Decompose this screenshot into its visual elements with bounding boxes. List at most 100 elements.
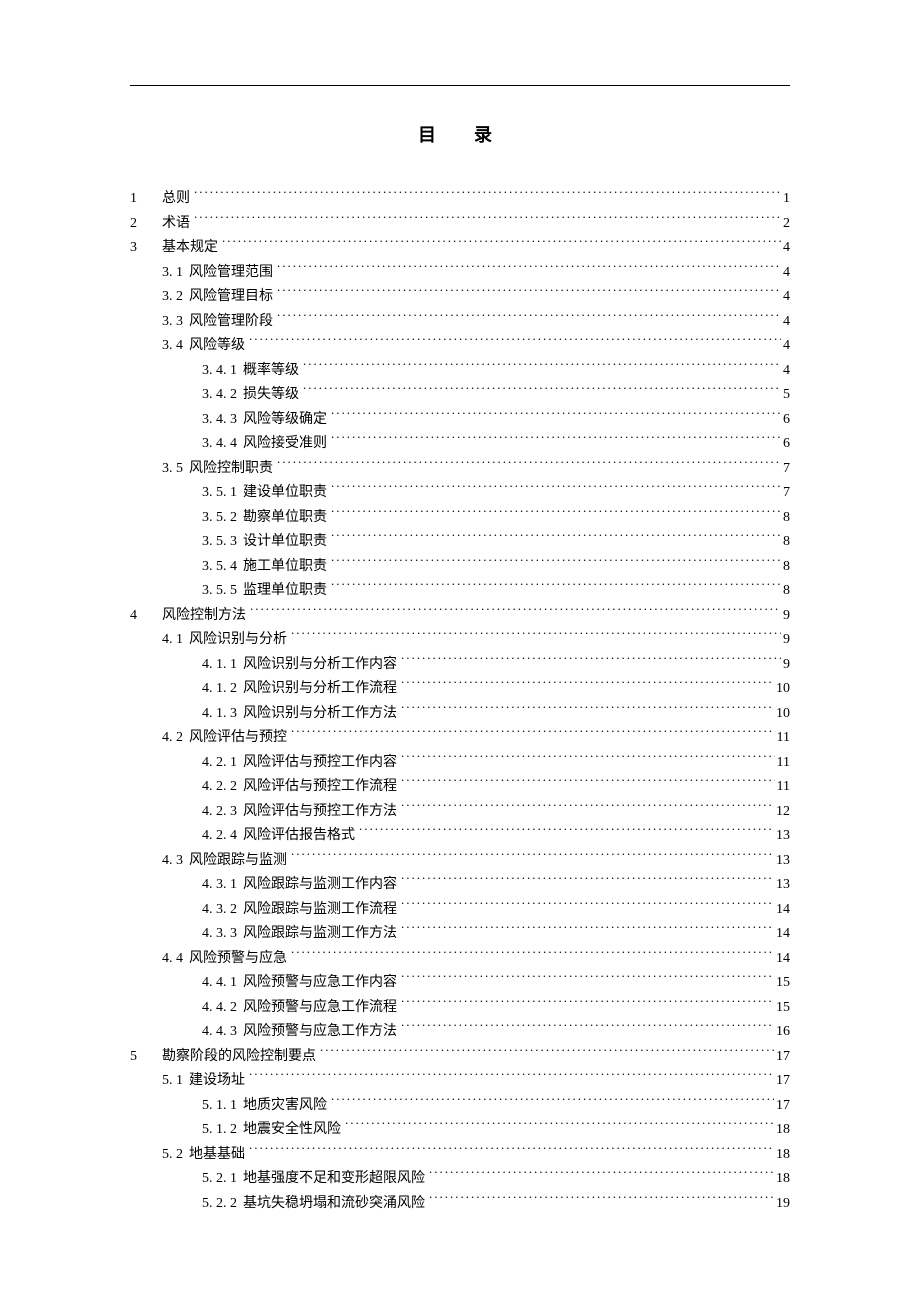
toc-entry-label: 4. 4. 3风险预警与应急工作方法 (202, 1020, 401, 1045)
toc-entry-label: 5. 2. 1地基强度不足和变形超限风险 (202, 1167, 429, 1192)
toc-entry: 3. 2风险管理目标4 (130, 285, 790, 310)
toc-leader-dots (401, 874, 774, 888)
toc-section-num: 4. 4. 3 (202, 1020, 243, 1045)
toc-entry-label: 基本规定 (162, 236, 222, 261)
toc-section-num: 4. 1. 3 (202, 702, 243, 727)
toc-entry-label: 4. 3. 2风险跟踪与监测工作流程 (202, 898, 401, 923)
toc-leader-dots (401, 899, 774, 913)
toc-section-num: 4. 2. 2 (202, 775, 243, 800)
toc-section-num: 5. 2. 2 (202, 1192, 243, 1217)
toc-page-num: 4 (781, 285, 790, 310)
toc-entry: 3. 4. 1概率等级4 (130, 359, 790, 384)
toc-page-num: 8 (781, 506, 790, 531)
toc-leader-dots (359, 825, 774, 839)
toc-page-num: 8 (781, 579, 790, 604)
toc-leader-dots (291, 727, 775, 741)
toc-page-num: 17 (774, 1094, 790, 1119)
toc-section-num: 3. 5. 2 (202, 506, 243, 531)
toc-entry-text: 风险评估与预控工作方法 (243, 804, 397, 819)
toc-section-num: 4. 3. 1 (202, 873, 243, 898)
toc-entry-label: 勘察阶段的风险控制要点 (162, 1045, 320, 1070)
toc-entry-label: 3. 4. 2损失等级 (202, 383, 303, 408)
toc-entry-label: 4. 4风险预警与应急 (162, 947, 291, 972)
toc-section-num: 4. 4. 2 (202, 996, 243, 1021)
toc-section-num: 3. 4. 4 (202, 432, 243, 457)
toc-entry: 3. 3风险管理阶段4 (130, 310, 790, 335)
toc-entry-label: 3. 4. 3风险等级确定 (202, 408, 331, 433)
toc-section-num: 3. 5. 4 (202, 555, 243, 580)
toc-page-num: 14 (774, 947, 790, 972)
toc-entry: 3. 4风险等级4 (130, 334, 790, 359)
toc-page-num: 6 (781, 432, 790, 457)
toc-leader-dots (194, 188, 781, 202)
toc-page-num: 8 (781, 530, 790, 555)
toc-entry: 4. 1风险识别与分析 9 (130, 628, 790, 653)
toc-page-num: 17 (774, 1045, 790, 1070)
toc-leader-dots (277, 286, 781, 300)
toc-leader-dots (401, 1021, 774, 1035)
toc-entry-text: 风险评估与预控工作流程 (243, 779, 397, 794)
toc-section-num: 4. 2. 4 (202, 824, 243, 849)
toc-page-num: 9 (781, 628, 790, 653)
toc-entry: 5. 2. 2基坑失稳坍塌和流砂突涌风险19 (130, 1192, 790, 1217)
toc-section-num: 5. 2. 1 (202, 1167, 243, 1192)
toc-section-num: 3. 5. 3 (202, 530, 243, 555)
toc-entry-label: 3. 5. 4施工单位职责 (202, 555, 331, 580)
toc-entry: 3. 4. 2损失等级 5 (130, 383, 790, 408)
toc-leader-dots (401, 972, 774, 986)
toc-entry-label: 3. 5. 3设计单位职责 (202, 530, 331, 555)
toc-chapter-num: 3 (130, 236, 162, 261)
toc-section-num: 4. 1. 2 (202, 677, 243, 702)
toc-leader-dots (291, 948, 774, 962)
toc-leader-dots (401, 678, 774, 692)
toc-page-num: 1 (781, 187, 790, 212)
toc-leader-dots (429, 1193, 774, 1207)
toc-section-num: 4. 3 (162, 849, 189, 874)
toc-entry-text: 建设场址 (189, 1073, 245, 1088)
toc-entry-label: 4. 1. 3风险识别与分析工作方法 (202, 702, 401, 727)
toc-page-num: 5 (781, 383, 790, 408)
toc-entry-label: 4. 1风险识别与分析 (162, 628, 291, 653)
toc-entry: 3基本规定4 (130, 236, 790, 261)
toc-entry-label: 4. 2. 1风险评估与预控工作内容 (202, 751, 401, 776)
toc-entry-label: 3. 4. 1概率等级 (202, 359, 303, 384)
toc-leader-dots (320, 1046, 774, 1060)
toc-leader-dots (331, 482, 781, 496)
toc-entry-text: 风险预警与应急 (189, 951, 287, 966)
toc-entry-text: 风险跟踪与监测 (189, 853, 287, 868)
toc-entry: 5. 1. 1地质灾害风险 17 (130, 1094, 790, 1119)
toc-entry-label: 4. 2. 4风险评估报告格式 (202, 824, 359, 849)
toc-entry-label: 4. 4. 2风险预警与应急工作流程 (202, 996, 401, 1021)
toc-entry-label: 3. 4风险等级 (162, 334, 249, 359)
toc-page-num: 7 (781, 481, 790, 506)
toc-page-num: 17 (774, 1069, 790, 1094)
toc-leader-dots (222, 237, 781, 251)
toc-entry-text: 概率等级 (243, 363, 299, 378)
toc-leader-dots (401, 997, 774, 1011)
toc-leader-dots (331, 580, 781, 594)
toc-entry-label: 术语 (162, 212, 194, 237)
toc-entry: 4. 2. 3风险评估与预控工作方法12 (130, 800, 790, 825)
toc-leader-dots (331, 409, 781, 423)
toc-page-num: 13 (774, 873, 790, 898)
toc-chapter-num: 4 (130, 604, 162, 629)
toc-leader-dots (303, 360, 781, 374)
toc-page-num: 7 (781, 457, 790, 482)
toc-leader-dots (401, 801, 774, 815)
toc-entry: 4. 2. 1风险评估与预控工作内容11 (130, 751, 790, 776)
toc-entry: 4. 1. 2风险识别与分析工作流程10 (130, 677, 790, 702)
toc-entry-label: 4. 1. 2风险识别与分析工作流程 (202, 677, 401, 702)
toc-page-num: 6 (781, 408, 790, 433)
toc-section-num: 3. 4. 1 (202, 359, 243, 384)
toc-section-num: 4. 2. 3 (202, 800, 243, 825)
toc-entry-text: 风险评估与预控工作内容 (243, 755, 397, 770)
toc-entry-label: 5. 1. 1地质灾害风险 (202, 1094, 331, 1119)
toc-entry-text: 风险跟踪与监测工作内容 (243, 877, 397, 892)
toc-page-num: 18 (774, 1143, 790, 1168)
toc-page-num: 4 (781, 261, 790, 286)
toc-entry-label: 3. 5. 2勘察单位职责 (202, 506, 331, 531)
toc-page-num: 2 (781, 212, 790, 237)
toc-page-num: 9 (781, 653, 790, 678)
toc-entry: 2术语2 (130, 212, 790, 237)
toc-entry: 4. 4. 1风险预警与应急工作内容15 (130, 971, 790, 996)
